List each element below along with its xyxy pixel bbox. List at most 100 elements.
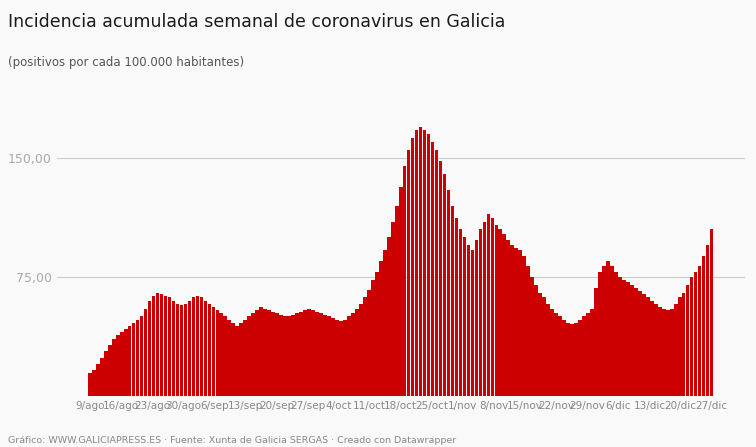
- Bar: [172, 301, 175, 396]
- Bar: [371, 280, 375, 396]
- Bar: [375, 272, 379, 396]
- Bar: [407, 150, 411, 396]
- Bar: [514, 249, 518, 396]
- Bar: [124, 329, 128, 396]
- Bar: [510, 245, 514, 396]
- Bar: [706, 245, 709, 396]
- Bar: [215, 310, 219, 396]
- Bar: [343, 320, 347, 396]
- Bar: [184, 304, 187, 396]
- Bar: [503, 234, 506, 396]
- Bar: [626, 282, 630, 396]
- Bar: [646, 297, 649, 396]
- Bar: [426, 135, 430, 396]
- Bar: [494, 225, 498, 396]
- Bar: [263, 308, 267, 396]
- Bar: [331, 318, 335, 396]
- Bar: [256, 310, 259, 396]
- Bar: [454, 218, 458, 396]
- Bar: [112, 339, 116, 396]
- Bar: [438, 161, 442, 396]
- Bar: [447, 190, 451, 396]
- Bar: [296, 313, 299, 396]
- Bar: [602, 266, 606, 396]
- Bar: [252, 313, 255, 396]
- Bar: [689, 277, 693, 396]
- Bar: [498, 229, 502, 396]
- Bar: [594, 288, 598, 396]
- Bar: [519, 250, 522, 396]
- Bar: [694, 272, 698, 396]
- Bar: [152, 296, 156, 396]
- Bar: [622, 280, 626, 396]
- Bar: [526, 266, 530, 396]
- Bar: [678, 297, 681, 396]
- Bar: [235, 326, 239, 396]
- Bar: [415, 130, 419, 396]
- Bar: [590, 308, 593, 396]
- Bar: [578, 320, 582, 396]
- Bar: [187, 301, 191, 396]
- Bar: [291, 315, 295, 396]
- Bar: [550, 308, 554, 396]
- Bar: [379, 261, 383, 396]
- Bar: [219, 313, 223, 396]
- Bar: [351, 313, 355, 396]
- Bar: [566, 323, 570, 396]
- Bar: [610, 266, 614, 396]
- Bar: [259, 307, 263, 396]
- Bar: [562, 320, 566, 396]
- Text: Gráfico: WWW.GALICIAPRESS.ES · Fuente: Xunta de Galicia SERGAS · Creado con Data: Gráfico: WWW.GALICIAPRESS.ES · Fuente: X…: [8, 436, 456, 445]
- Bar: [686, 285, 689, 396]
- Bar: [268, 310, 271, 396]
- Bar: [507, 240, 510, 396]
- Bar: [203, 301, 207, 396]
- Bar: [642, 294, 646, 396]
- Bar: [212, 307, 215, 396]
- Bar: [319, 313, 323, 396]
- Bar: [630, 285, 634, 396]
- Bar: [423, 130, 426, 396]
- Bar: [243, 320, 247, 396]
- Bar: [307, 308, 311, 396]
- Bar: [618, 277, 621, 396]
- Bar: [451, 206, 454, 396]
- Bar: [271, 312, 275, 396]
- Bar: [650, 301, 654, 396]
- Bar: [674, 304, 677, 396]
- Bar: [175, 304, 179, 396]
- Bar: [459, 229, 463, 396]
- Bar: [327, 316, 331, 396]
- Bar: [164, 296, 167, 396]
- Bar: [156, 293, 160, 396]
- Bar: [638, 291, 642, 396]
- Bar: [339, 321, 342, 396]
- Bar: [443, 174, 446, 396]
- Bar: [275, 313, 279, 396]
- Bar: [654, 304, 658, 396]
- Bar: [315, 312, 319, 396]
- Bar: [534, 285, 538, 396]
- Bar: [136, 320, 139, 396]
- Bar: [231, 323, 235, 396]
- Bar: [299, 312, 303, 396]
- Bar: [538, 293, 542, 396]
- Bar: [88, 373, 91, 396]
- Bar: [466, 245, 470, 396]
- Bar: [614, 272, 618, 396]
- Bar: [100, 358, 104, 396]
- Bar: [383, 250, 386, 396]
- Bar: [335, 320, 339, 396]
- Bar: [531, 277, 534, 396]
- Bar: [92, 370, 95, 396]
- Bar: [670, 308, 674, 396]
- Bar: [403, 166, 407, 396]
- Bar: [323, 315, 327, 396]
- Bar: [542, 297, 546, 396]
- Bar: [582, 316, 586, 396]
- Bar: [419, 127, 423, 396]
- Bar: [395, 206, 398, 396]
- Bar: [575, 323, 578, 396]
- Bar: [347, 316, 351, 396]
- Bar: [634, 288, 637, 396]
